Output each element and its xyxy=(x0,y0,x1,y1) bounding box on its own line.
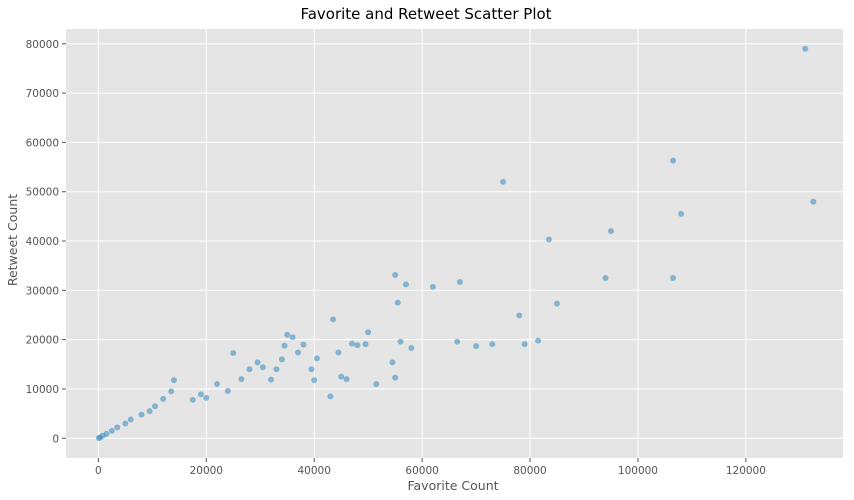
data-point xyxy=(238,376,245,383)
data-point xyxy=(289,334,296,341)
y-tick-label: 70000 xyxy=(26,88,59,100)
data-point xyxy=(330,316,337,323)
data-point xyxy=(160,395,167,402)
data-point xyxy=(327,393,334,400)
data-point xyxy=(189,396,196,403)
data-point xyxy=(535,337,542,344)
data-point xyxy=(311,377,318,384)
data-point xyxy=(300,341,307,348)
data-point xyxy=(394,299,401,306)
y-tick-label: 0 xyxy=(52,433,59,445)
data-point xyxy=(114,424,121,431)
data-point xyxy=(348,340,355,347)
data-point xyxy=(146,408,153,415)
data-point xyxy=(127,416,134,423)
data-point xyxy=(489,341,496,348)
data-point xyxy=(429,283,436,290)
data-point xyxy=(365,329,372,336)
data-point xyxy=(224,387,231,394)
data-point xyxy=(152,403,159,410)
data-point xyxy=(170,377,177,384)
data-point xyxy=(554,300,561,307)
data-point xyxy=(284,331,291,338)
data-point xyxy=(259,364,266,371)
y-tick-label: 40000 xyxy=(26,236,59,248)
y-tick-label: 80000 xyxy=(26,39,59,51)
x-tick-label: 60000 xyxy=(405,465,438,477)
data-point xyxy=(95,435,102,442)
y-tick-label: 10000 xyxy=(26,384,59,396)
y-tick-label: 50000 xyxy=(26,187,59,199)
data-point xyxy=(545,236,552,243)
data-point xyxy=(273,366,280,373)
data-point xyxy=(602,275,609,282)
data-point xyxy=(670,275,677,282)
data-point xyxy=(516,312,523,319)
data-point xyxy=(670,157,677,164)
data-point xyxy=(122,420,129,427)
data-point xyxy=(392,374,399,381)
tick-labels: 0 20000 40000 60000 80000 100000 120000 0 10000 2… xyxy=(26,39,766,477)
data-point xyxy=(230,349,237,356)
data-point xyxy=(362,341,369,348)
data-point xyxy=(108,427,115,434)
data-point xyxy=(454,338,461,345)
data-point xyxy=(810,198,817,205)
x-tick-label: 80000 xyxy=(513,465,546,477)
x-tick-label: 40000 xyxy=(298,465,331,477)
data-point xyxy=(203,394,210,401)
data-point xyxy=(138,411,145,418)
data-point xyxy=(338,373,345,380)
x-tick-label: 120000 xyxy=(726,465,766,477)
chart-title: Favorite and Retweet Scatter Plot xyxy=(300,5,551,23)
data-point xyxy=(397,338,404,345)
data-point xyxy=(389,359,396,366)
x-axis-label: Favorite Count xyxy=(407,478,498,493)
y-tick-label: 30000 xyxy=(26,285,59,297)
data-point xyxy=(214,381,221,388)
data-point xyxy=(408,345,415,352)
data-point xyxy=(168,388,175,395)
data-point xyxy=(392,272,399,279)
data-point xyxy=(802,45,809,52)
data-point xyxy=(456,278,463,285)
data-point xyxy=(373,381,380,388)
data-point xyxy=(197,391,204,398)
y-tick-label: 20000 xyxy=(26,335,59,347)
data-point xyxy=(354,342,361,349)
data-point xyxy=(500,178,507,185)
data-point xyxy=(335,349,342,356)
plot-area xyxy=(66,29,843,458)
x-tick-label: 20000 xyxy=(190,465,223,477)
data-points xyxy=(95,45,817,442)
data-point xyxy=(254,359,261,366)
data-point xyxy=(295,349,302,356)
y-axis-label: Retweet Count xyxy=(5,194,20,286)
x-tick-label: 0 xyxy=(95,465,102,477)
data-point xyxy=(313,355,320,362)
x-tick-label: 100000 xyxy=(618,465,658,477)
data-point xyxy=(308,366,315,373)
grid-lines xyxy=(66,29,843,458)
data-point xyxy=(343,376,350,383)
data-point xyxy=(281,342,288,349)
data-point xyxy=(678,210,685,217)
data-point xyxy=(521,341,528,348)
y-tick-label: 60000 xyxy=(26,137,59,149)
data-point xyxy=(278,356,285,363)
data-point xyxy=(402,281,409,288)
data-point xyxy=(268,376,275,383)
data-point xyxy=(473,343,480,350)
data-point xyxy=(607,228,614,235)
data-point xyxy=(246,366,253,373)
